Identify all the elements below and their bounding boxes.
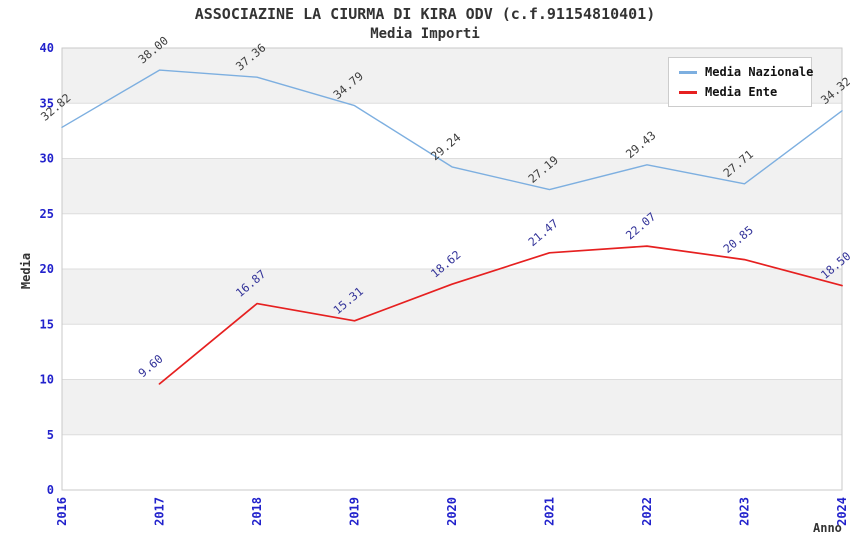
x-tick-label: 2018 [250, 497, 264, 526]
x-tick-label: 2019 [348, 497, 362, 526]
x-tick-label: 2023 [738, 497, 752, 526]
x-axis-title: Anno [813, 521, 842, 535]
legend: Media Nazionale Media Ente [668, 57, 813, 107]
media-nazionale-line-swatch [679, 70, 697, 74]
x-tick-label: 2020 [445, 497, 459, 526]
y-tick-label: 35 [40, 96, 54, 110]
y-tick-label: 5 [47, 428, 54, 442]
y-tick-label: 20 [40, 262, 54, 276]
plot-band [62, 269, 842, 325]
legend-item-media-ente: Media Ente [679, 85, 805, 99]
media-ente-line-swatch [679, 90, 697, 94]
x-tick-label: 2021 [543, 497, 557, 526]
plot-border [61, 47, 843, 491]
plot-band [62, 158, 842, 214]
y-tick-label: 40 [40, 41, 54, 55]
y-tick-label: 10 [40, 373, 54, 387]
y-tick-label: 15 [40, 317, 54, 331]
x-tick-label: 2016 [55, 497, 69, 526]
x-tick-label: 2022 [640, 497, 654, 526]
y-axis-title: Media [19, 252, 34, 290]
chart-subtitle: Media Importi [370, 26, 480, 42]
y-tick-label: 30 [40, 152, 54, 166]
x-tick-label: 2017 [153, 497, 167, 526]
x-tick-label: 2024 [835, 497, 849, 526]
legend-item-media-nazionale: Media Nazionale [679, 65, 813, 79]
plot-band [62, 379, 842, 435]
media-ente-line [158, 245, 843, 385]
y-tick-label: 0 [47, 483, 54, 497]
legend-item-label: Media Ente [705, 85, 778, 99]
chart-title: ASSOCIAZINE LA CIURMA DI KIRA ODV (c.f.9… [194, 5, 656, 23]
media-nazionale-line [61, 69, 843, 191]
legend-item-label: Media Nazionale [705, 65, 814, 79]
y-tick-label: 25 [40, 207, 54, 221]
